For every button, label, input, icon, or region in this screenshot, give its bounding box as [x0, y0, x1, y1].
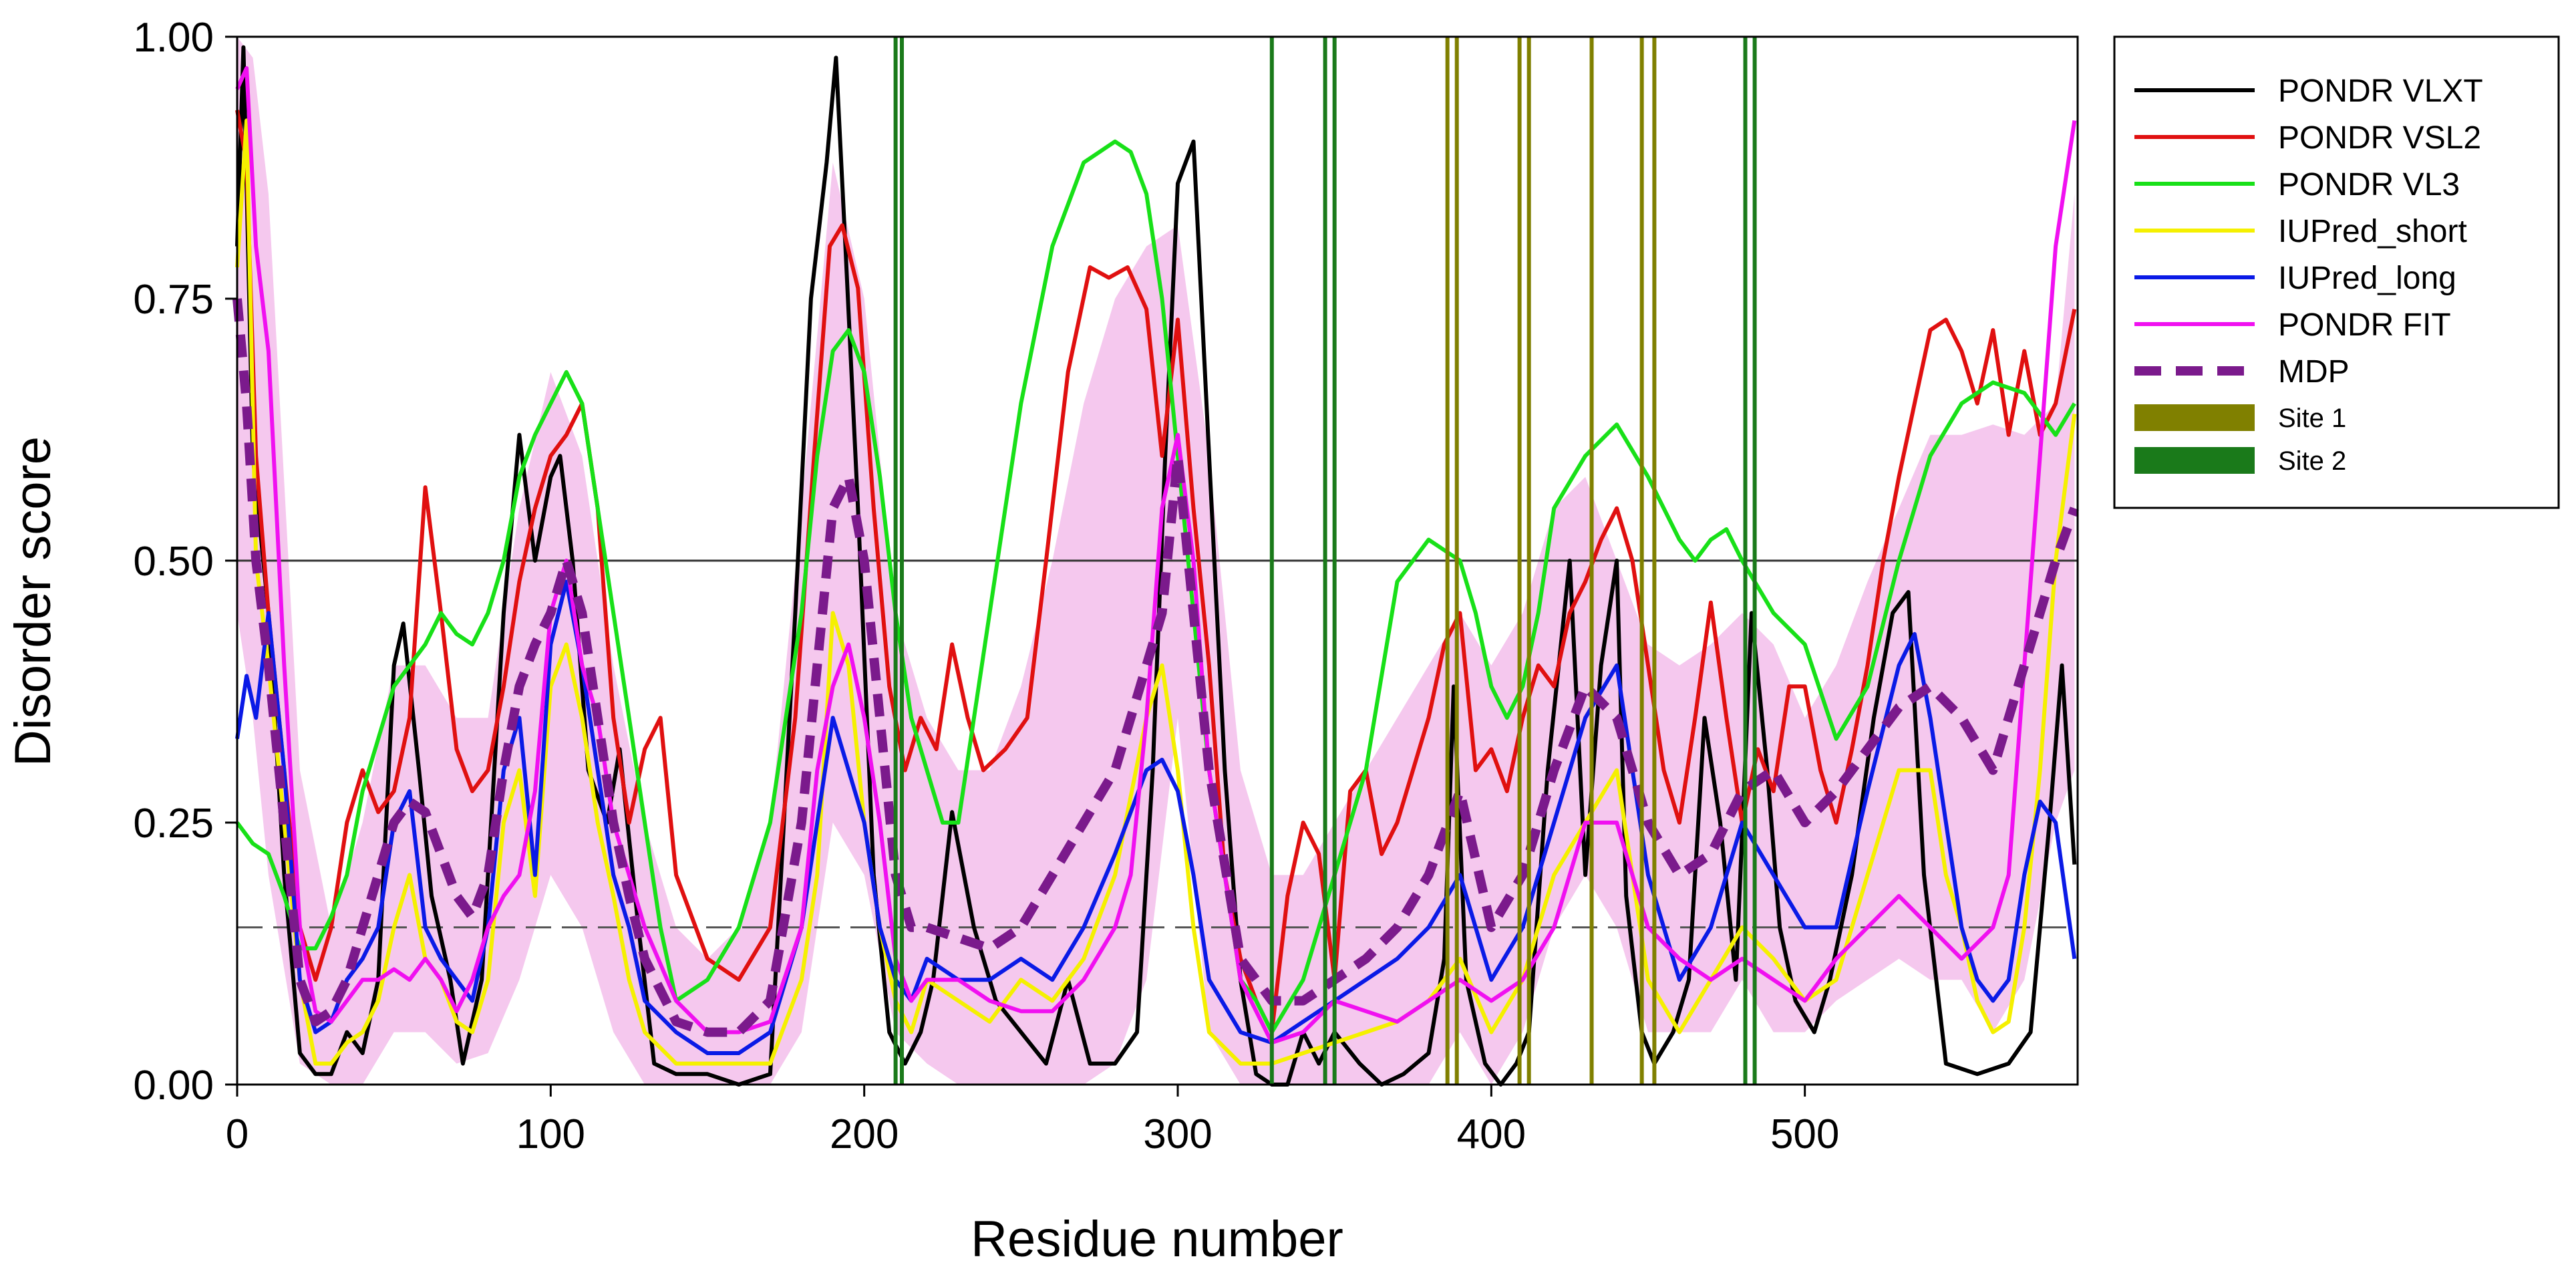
legend-label-pondr-vsl2: PONDR VSL2	[2278, 120, 2481, 156]
legend: PONDR VLXT PONDR VSL2 PONDR VL3 IUPred_shor…	[2113, 35, 2560, 509]
series-line-pondr-vsl2	[235, 110, 2077, 1034]
tick-layer: 0 100 200 300 400 500 0.00 0.25 0.50 0.75 1.00	[133, 15, 1839, 1157]
x-tick-label: 100	[516, 1111, 585, 1157]
legend-label-pondr-vl3: PONDR VL3	[2278, 167, 2460, 202]
x-axis-title: Residue number	[971, 1211, 1343, 1268]
legend-label-iupred-long: IUPred_long	[2278, 261, 2456, 296]
series-line-pondr-vl3	[235, 139, 2076, 1034]
legend-swatch-site-1	[2134, 404, 2255, 431]
y-tick-label: 0.50	[133, 539, 214, 585]
legend-items: PONDR VLXT PONDR VSL2 PONDR VL3 IUPred_shor…	[2134, 74, 2483, 476]
legend-swatch-site-2	[2134, 447, 2255, 474]
series-line-mdp	[232, 298, 2079, 1037]
x-tick-label: 300	[1143, 1111, 1212, 1157]
plot-area	[232, 35, 2079, 1087]
x-tick-label: 500	[1770, 1111, 1839, 1157]
site-marker-layer	[893, 37, 1757, 1085]
y-tick-label: 0.00	[133, 1062, 214, 1109]
x-tick-label: 400	[1457, 1111, 1526, 1157]
x-tick-label: 200	[830, 1111, 899, 1157]
y-axis-title: Disorder score	[5, 436, 61, 766]
series-layer	[232, 45, 2079, 1087]
legend-label-mdp: MDP	[2278, 354, 2350, 390]
legend-label-site-2: Site 2	[2278, 446, 2346, 476]
series-line-pondr-fit	[235, 66, 2077, 1045]
y-tick-label: 0.25	[133, 801, 214, 847]
series-line-iupred-long	[235, 579, 2077, 1055]
legend-label-pondr-fit: PONDR FIT	[2278, 307, 2451, 343]
y-tick-label: 0.75	[133, 277, 214, 323]
x-tick-label: 0	[226, 1111, 249, 1157]
legend-label-pondr-vlxt: PONDR VLXT	[2278, 74, 2483, 109]
legend-label-site-1: Site 1	[2278, 404, 2346, 433]
legend-label-iupred-short: IUPred_short	[2278, 214, 2467, 249]
y-tick-label: 1.00	[133, 15, 214, 61]
